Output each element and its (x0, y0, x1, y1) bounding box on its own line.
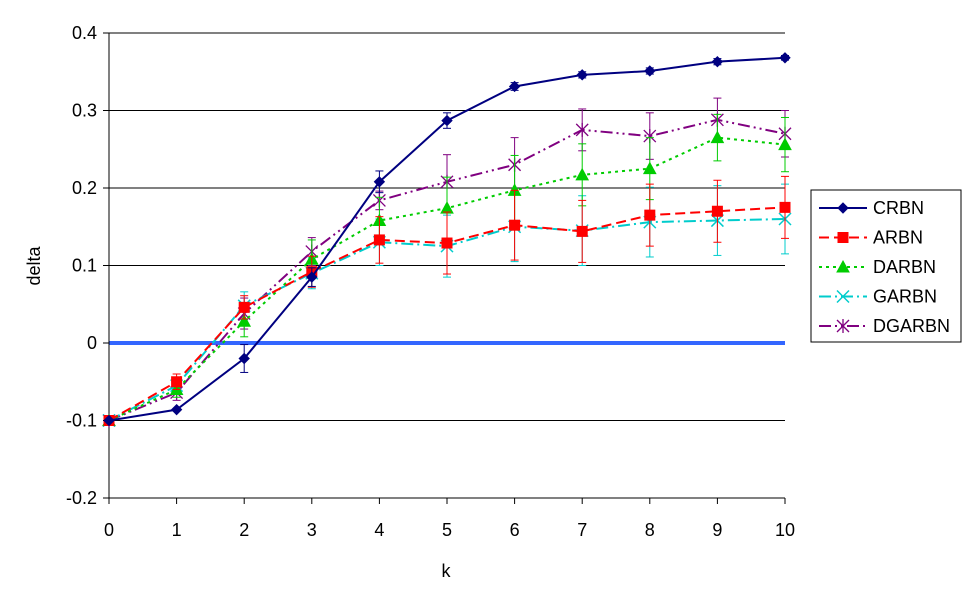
x-tick-label: 9 (712, 520, 722, 540)
legend: CRBN ARBN DARBN GARBN DGARBN (810, 189, 962, 343)
data-point (508, 80, 521, 93)
data-point (441, 237, 453, 249)
legend-label: DGARBN (873, 316, 950, 336)
data-point (509, 219, 521, 231)
x-tick-label: 8 (645, 520, 655, 540)
legend-label: CRBN (873, 198, 924, 218)
x-axis-label: k (442, 561, 452, 581)
y-tick-label: 0.3 (72, 101, 97, 121)
data-point (575, 167, 590, 181)
axes (103, 32, 786, 504)
data-point (644, 65, 656, 77)
legend-item: ARBN (819, 228, 923, 248)
data-point (237, 314, 252, 327)
data-point (778, 137, 792, 151)
x-tick-label: 0 (104, 520, 114, 540)
y-tick-label: -0.1 (66, 411, 97, 431)
data-point (779, 52, 791, 64)
series (102, 52, 792, 428)
x-tick-label: 5 (442, 520, 452, 540)
y-tick-label: -0.2 (66, 488, 97, 508)
data-point (644, 209, 656, 221)
legend-marker (836, 319, 850, 333)
x-tick-label: 3 (307, 520, 317, 540)
data-point (642, 161, 657, 175)
data-point (711, 55, 724, 68)
data-point (441, 114, 453, 127)
legend-marker (837, 232, 849, 243)
legend-item: CRBN (819, 198, 924, 218)
data-point (779, 201, 791, 213)
legend-marker (836, 259, 850, 273)
data-point (171, 376, 183, 388)
data-point (306, 271, 318, 283)
x-tick-label: 10 (775, 520, 795, 540)
y-tick-label: 0.4 (72, 23, 97, 43)
x-tick-label: 1 (172, 520, 182, 540)
data-point (575, 122, 589, 137)
y-tick-label: 0 (87, 333, 97, 353)
series-crbn (103, 52, 791, 427)
data-point (238, 352, 250, 365)
legend-label: GARBN (873, 287, 937, 307)
legend-item: DARBN (819, 257, 936, 277)
y-axis-label: delta (24, 246, 44, 286)
y-tick-label: 0.2 (72, 178, 97, 198)
tick-labels: 0.4 0.3 0.2 0.1 0 -0.1 -0.2 0 1 2 3 4 5 6 7 8 9 10 (66, 23, 795, 540)
data-point (711, 205, 723, 217)
x-tick-label: 2 (239, 520, 249, 540)
data-point (170, 403, 183, 416)
data-point (373, 234, 385, 246)
legend-label: ARBN (873, 228, 923, 248)
legend-marker (836, 289, 850, 304)
data-point (576, 69, 588, 81)
data-point (103, 414, 115, 427)
data-point (440, 201, 454, 214)
data-point (576, 225, 588, 237)
series-arbn (103, 175, 791, 426)
data-point (710, 130, 725, 144)
y-tick-label: 0.1 (72, 256, 97, 276)
x-tick-label: 7 (577, 520, 587, 540)
legend-item: GARBN (819, 287, 937, 307)
legend-marker (837, 202, 849, 214)
x-tick-label: 6 (510, 520, 520, 540)
x-tick-label: 4 (374, 520, 384, 540)
data-point (373, 176, 386, 188)
data-point (238, 301, 250, 313)
legend-label: DARBN (873, 257, 936, 277)
legend-item: DGARBN (819, 316, 950, 336)
